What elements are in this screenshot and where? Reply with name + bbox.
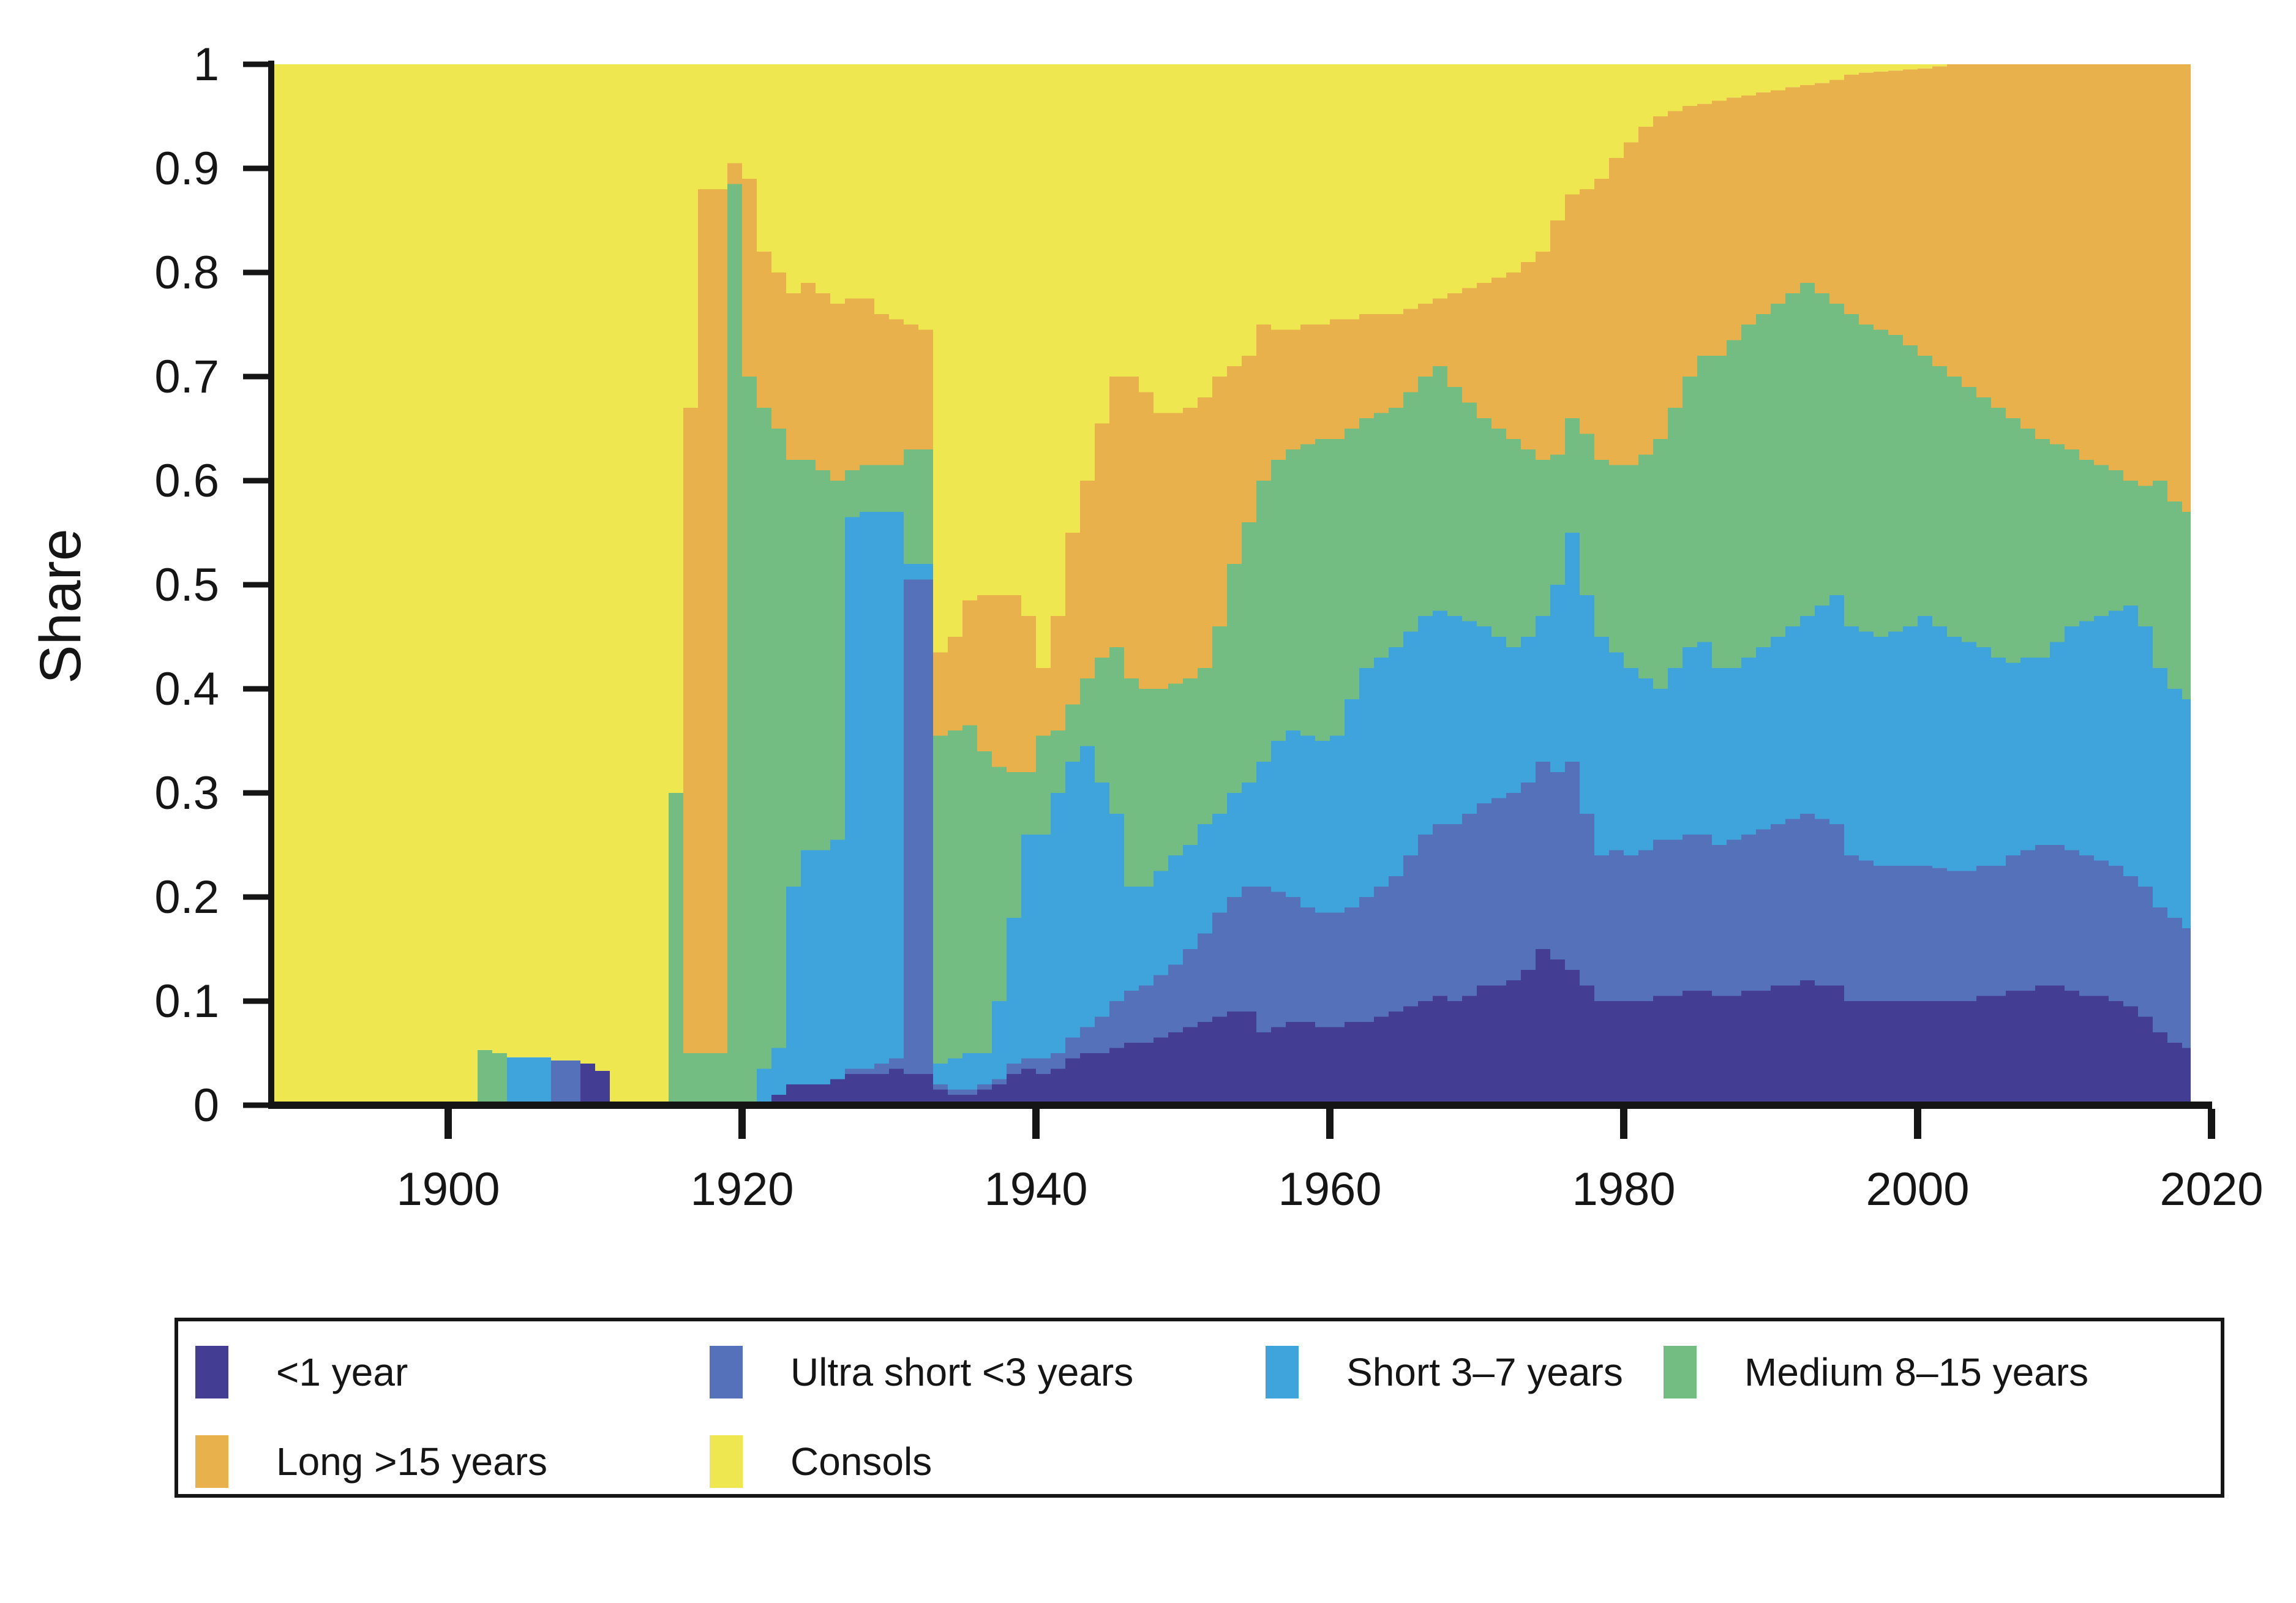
legend-swatch-icon [195,1346,228,1398]
y-axis-tick-labels: 0 0.1 0.2 0.3 0.4 0.5 0.6 0.7 0.8 0.9 1 [154,39,219,1132]
legend-swatch-icon [1266,1346,1299,1398]
y-tick-label-0.1: 0.1 [154,975,219,1027]
area-long-15-years [272,64,2191,1105]
area-ultra-short-3-years [272,579,2191,1105]
legend-item-medium-8-15-years: Medium 8–15 years [1664,1346,2088,1398]
y-tick-label-0: 0 [193,1079,219,1132]
y-tick-label-0.3: 0.3 [154,767,219,819]
legend-label: Medium 8–15 years [1744,1350,2089,1394]
y-tick-label-0.6: 0.6 [154,455,219,507]
legend-item-long-15-years: Long >15 years [195,1435,547,1488]
legend-swatch-icon [710,1346,743,1398]
legend-item-consols: Consols [710,1435,932,1488]
legend-item-short-3-7-years: Short 3–7 years [1266,1346,1623,1398]
legend-label: Consols [790,1440,932,1484]
legend-item-1-year: <1 year [195,1346,408,1398]
y-tick-label-0.9: 0.9 [154,143,219,195]
y-tick-label-0.5: 0.5 [154,559,219,611]
x-tick-label-2000: 2000 [1866,1163,1969,1215]
y-axis-title: Share [28,528,93,684]
legend-swatch-icon [1664,1346,1697,1398]
legend: <1 year Ultra short <3 years Short 3–7 yea… [174,1318,2224,1498]
x-axis-ticks [445,1109,2215,1139]
y-tick-label-0.8: 0.8 [154,247,219,299]
y-tick-label-1: 1 [193,39,219,91]
legend-swatch-icon [195,1435,228,1488]
x-tick-label-2020: 2020 [2159,1163,2263,1215]
y-tick-label-0.2: 0.2 [154,871,219,923]
area-short-3-7-years [272,512,2191,1105]
area-1-year [272,949,2191,1105]
legend-item-ultra-short-3-years: Ultra short <3 years [710,1346,1133,1398]
y-axis-ticks [243,61,268,1108]
x-tick-label-1940: 1940 [984,1163,1087,1215]
area-series-group [272,64,2191,1105]
x-tick-label-1900: 1900 [396,1163,500,1215]
x-tick-label-1960: 1960 [1278,1163,1381,1215]
legend-swatch-icon [710,1435,743,1488]
legend-label: Long >15 years [276,1440,547,1484]
x-tick-label-1980: 1980 [1572,1163,1675,1215]
area-consols [272,64,2191,1105]
legend-label: <1 year [276,1350,408,1394]
legend-label: Short 3–7 years [1346,1350,1623,1394]
area-medium-8-15-years [272,184,2191,1105]
axes [268,61,2212,1109]
legend-label: Ultra short <3 years [790,1350,1134,1394]
y-tick-label-0.4: 0.4 [154,663,219,715]
x-axis-tick-labels: 1900 1920 1940 1960 1980 2000 2020 [396,1163,2263,1215]
y-tick-label-0.7: 0.7 [154,351,219,403]
x-tick-label-1920: 1920 [690,1163,793,1215]
